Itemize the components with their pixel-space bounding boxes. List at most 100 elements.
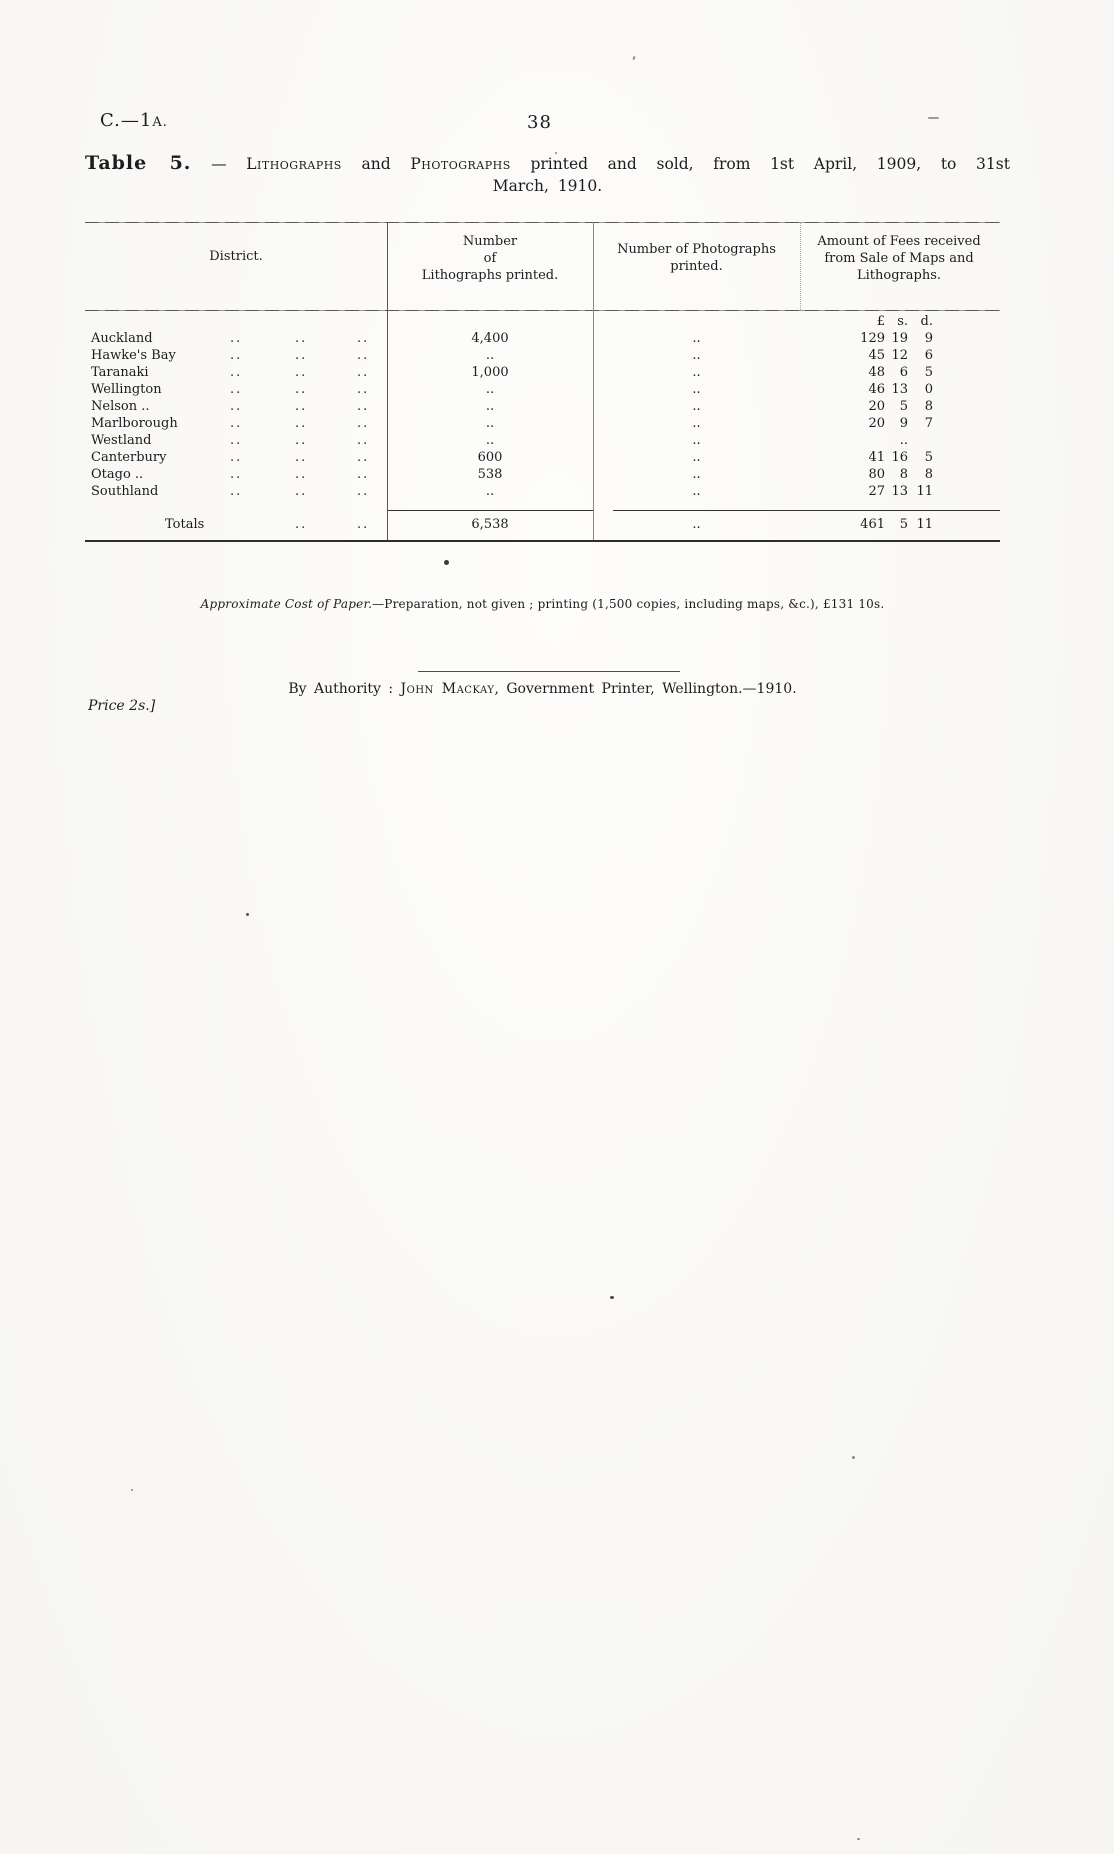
- dot-leader: ..: [295, 517, 308, 532]
- district-name: Hawke's Bay: [91, 348, 176, 363]
- fees-value: 45 12 6: [800, 347, 1025, 364]
- dot-leader: ..: [295, 348, 308, 363]
- district-cell: Auckland .. .. ..: [85, 330, 387, 347]
- district-cell: Hawke's Bay .. .. ..: [85, 347, 387, 364]
- doc-code: C.—1A.: [100, 110, 168, 131]
- table-header-rule: [85, 310, 1000, 311]
- imprint-suffix: , Government Printer, Wellington.—1910.: [494, 681, 797, 697]
- lithographs-value: 538: [477, 467, 503, 482]
- fees-pounds: 48: [868, 365, 885, 380]
- fees-pounds: 20: [868, 416, 885, 431]
- table-row: Taranaki .. .. .. 1,000 .. 48 6 5: [85, 364, 1000, 381]
- photographs-value: ..: [692, 399, 701, 414]
- fees-pounds: 80: [868, 467, 885, 482]
- fees-value: 48 6 5: [800, 364, 1025, 381]
- district-cell: Otago .. .. .. ..: [85, 466, 387, 483]
- fees-value: 27 13 11: [800, 483, 1025, 500]
- pounds-symbol: £: [876, 314, 885, 329]
- fees-pence: 0: [924, 382, 933, 397]
- photographs-value: ..: [692, 450, 701, 465]
- fees-pence: 7: [924, 416, 933, 431]
- scan-speck: [852, 1456, 855, 1459]
- dot-leader: ..: [357, 416, 370, 431]
- dot-leader: ..: [230, 450, 243, 465]
- footnote-lead: Approximate Cost of Paper.: [200, 597, 373, 611]
- table-row: Otago .. .. .. .. 538 .. 80 8 8: [85, 466, 1000, 483]
- dot-leader: ..: [230, 467, 243, 482]
- totals-row: Totals .. .. 6,538 .. 461 5 11: [85, 515, 1000, 535]
- fees-pounds: [825, 432, 885, 449]
- lithographs-value: 600: [477, 450, 503, 465]
- totals-pounds: 461: [860, 517, 885, 532]
- dot-leader: ..: [295, 399, 308, 414]
- doc-code-suffix: A.: [152, 115, 168, 130]
- totals-shillings: 5: [899, 517, 908, 532]
- dot-leader: ..: [295, 467, 308, 482]
- table-row: Southland .. .. .. .. .. 27 13 11: [85, 483, 1000, 500]
- dot-leader: ..: [295, 416, 308, 431]
- column-divider-fees: [800, 222, 801, 310]
- fees-shillings: 16: [891, 450, 908, 465]
- fees-value: 46 13 0: [800, 381, 1025, 398]
- fees-pounds: 20: [868, 399, 885, 414]
- lithographs-value: ..: [485, 399, 495, 414]
- fees-shillings: 12: [891, 348, 908, 363]
- district-cell: Nelson .. .. .. ..: [85, 398, 387, 415]
- photographs-value: ..: [692, 348, 701, 363]
- lithographs-value: ..: [485, 382, 495, 397]
- district-cell: Marlborough .. .. ..: [85, 415, 387, 432]
- imprint-rule: [418, 671, 680, 672]
- pence-symbol: d.: [920, 314, 933, 329]
- district-cell: Westland .. .. ..: [85, 432, 387, 449]
- dot-leader: ..: [230, 416, 243, 431]
- totals-pence: 11: [916, 517, 933, 532]
- table-row: Canterbury .. .. .. 600 .. 41 16 5: [85, 449, 1000, 466]
- table-top-rule: [85, 222, 1000, 223]
- fees-shillings: ..: [899, 433, 908, 448]
- title-and: and: [361, 155, 391, 173]
- scan-speck: [610, 1296, 614, 1299]
- photographs-value: ..: [692, 433, 701, 448]
- lithographs-value: 4,400: [471, 331, 509, 346]
- photographs-value: ..: [692, 382, 701, 397]
- fees-shillings: 5: [899, 399, 908, 414]
- fees-pounds: 129: [860, 331, 885, 346]
- fees-pence: [908, 432, 933, 449]
- header-photographs: Number of Photographs printed.: [617, 242, 776, 274]
- currency-header: £ s. d.: [800, 314, 1025, 329]
- scan-speck: [555, 152, 557, 154]
- table-row: Hawke's Bay .. .. .. .. .. 45 12 6: [85, 347, 1000, 364]
- column-divider-photographs: [593, 222, 594, 540]
- district-name: Taranaki: [91, 365, 149, 380]
- fees-shillings: 9: [899, 416, 908, 431]
- lithographs-value: ..: [485, 348, 495, 363]
- totals-label: Totals: [165, 517, 205, 532]
- totals-rule-lithographs: [387, 510, 593, 511]
- dot-leader: ..: [357, 399, 370, 414]
- header-district: District.: [209, 249, 263, 264]
- fees-pence: 5: [924, 365, 933, 380]
- dot-leader: ..: [295, 382, 308, 397]
- totals-photographs: ..: [692, 517, 701, 532]
- photographs-value: ..: [692, 416, 701, 431]
- dot-leader: ..: [230, 399, 243, 414]
- dot-leader: ..: [357, 467, 370, 482]
- lithographs-value: ..: [485, 433, 495, 448]
- dot-leader: ..: [357, 433, 370, 448]
- dot-leader: ..: [230, 484, 243, 499]
- district-cell: Wellington .. .. ..: [85, 381, 387, 398]
- fees-pence: 8: [924, 399, 933, 414]
- column-divider-district: [387, 222, 388, 540]
- dot-leader: ..: [357, 365, 370, 380]
- imprint-printer-name: John Mackay: [400, 681, 495, 697]
- district-name: Canterbury: [91, 450, 167, 465]
- district-name: Marlborough: [91, 416, 178, 431]
- title-dash: —: [211, 155, 227, 173]
- dot-leader: ..: [357, 382, 370, 397]
- scan-speck: [444, 560, 449, 565]
- district-cell: Canterbury .. .. ..: [85, 449, 387, 466]
- photographs-value: ..: [692, 484, 701, 499]
- shillings-symbol: s.: [897, 314, 908, 329]
- district-name: Auckland: [91, 331, 153, 346]
